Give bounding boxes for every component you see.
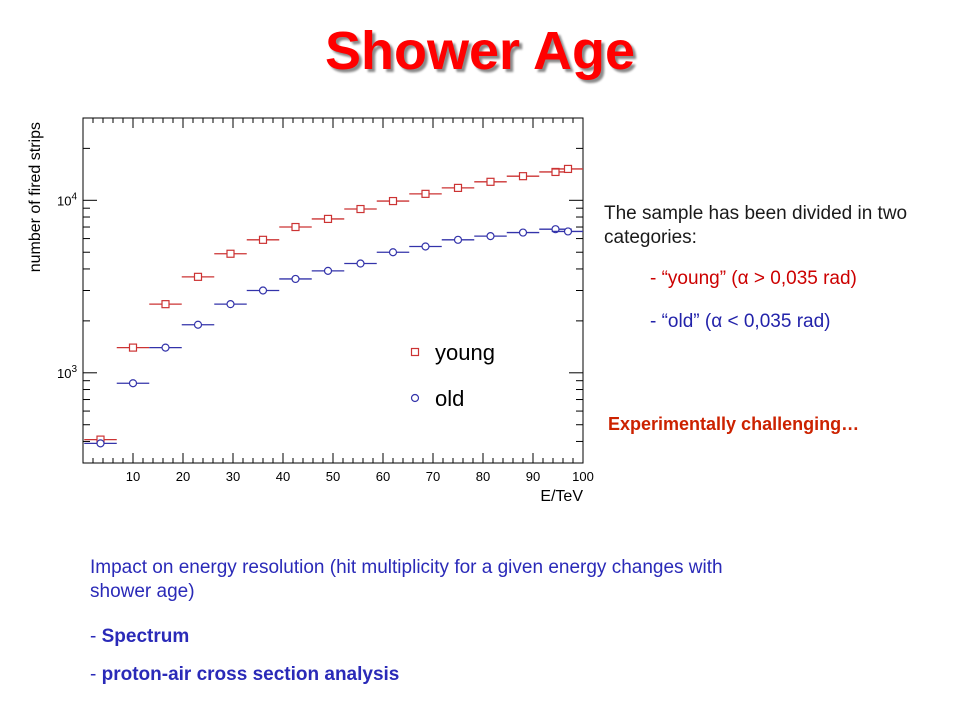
bullet-spectrum-label: Spectrum — [101, 626, 190, 647]
young-point — [291, 222, 300, 232]
x-tick-label: 10 — [126, 469, 140, 484]
legend-young-label: young — [435, 340, 495, 365]
x-axis-title: E/TeV — [540, 488, 583, 505]
bullet-cross-section: - proton-air cross section analysis — [90, 664, 399, 686]
y-tick-label: 104 — [57, 191, 77, 208]
y-axis-title: number of fired strips — [27, 122, 44, 272]
young-point — [128, 343, 138, 352]
shower-age-chart: 10 20 30 40 50 60 70 80 90 100 103 104 E/TeV number o… — [27, 117, 594, 505]
bullet-cross-section-label: proton-air cross section analysis — [101, 664, 400, 685]
young-point — [486, 177, 495, 186]
old-point — [518, 228, 528, 237]
sample-description: The sample has been divided in two categ… — [604, 203, 908, 248]
bullet-cross-section-prefix: - — [90, 664, 102, 685]
old-point — [563, 227, 573, 236]
x-tick-label: 20 — [176, 469, 190, 484]
bullet-spectrum: - Spectrum — [90, 626, 189, 648]
young-point — [388, 196, 398, 206]
young-point — [161, 300, 170, 309]
y-tick-label: 103 — [57, 364, 77, 381]
old-point — [421, 242, 430, 251]
x-tick-label: 30 — [226, 469, 240, 484]
old-point — [291, 274, 300, 284]
young-point — [453, 183, 463, 193]
young-point — [356, 204, 365, 214]
category-old-label: “old” (α < 0,035 rad) — [661, 311, 831, 332]
x-tick-label: 70 — [426, 469, 440, 484]
young-point — [226, 249, 235, 258]
x-tick-label: 40 — [276, 469, 290, 484]
slide-title: Shower Age — [324, 21, 636, 81]
category-young: - “young” (α > 0,035 rad) — [650, 268, 857, 290]
x-tick-label: 50 — [326, 469, 340, 484]
old-point — [96, 439, 105, 448]
old-point — [323, 266, 333, 275]
old-point — [356, 259, 365, 268]
category-young-label: “young” (α > 0,035 rad) — [661, 268, 857, 289]
old-point — [193, 320, 203, 329]
x-tick-label: 90 — [526, 469, 540, 484]
old-point — [453, 235, 463, 244]
legend-old-label: old — [435, 386, 464, 411]
x-tick-label: 80 — [476, 469, 490, 484]
young-point — [323, 214, 333, 224]
young-point — [193, 272, 203, 281]
x-tick-label: 60 — [376, 469, 390, 484]
old-point — [388, 248, 398, 257]
old-point — [161, 343, 170, 352]
old-point — [258, 286, 268, 295]
category-old: - “old” (α < 0,035 rad) — [650, 311, 830, 333]
category-young-prefix: - — [650, 268, 662, 289]
legend-young-marker — [410, 347, 420, 357]
old-point — [128, 379, 138, 388]
young-point — [563, 164, 573, 174]
old-point — [226, 300, 235, 309]
young-point — [421, 189, 430, 198]
young-point — [258, 235, 268, 244]
category-old-prefix: - — [650, 311, 662, 332]
old-point — [486, 232, 495, 241]
plot-frame — [82, 117, 584, 464]
young-point — [518, 172, 528, 181]
x-tick-label: 100 — [572, 469, 594, 484]
impact-text: Impact on energy resolution (hit multipl… — [90, 557, 723, 602]
bullet-spectrum-prefix: - — [90, 626, 102, 647]
challenge-note: Experimentally challenging… — [608, 414, 860, 434]
legend-old-marker — [410, 393, 420, 403]
